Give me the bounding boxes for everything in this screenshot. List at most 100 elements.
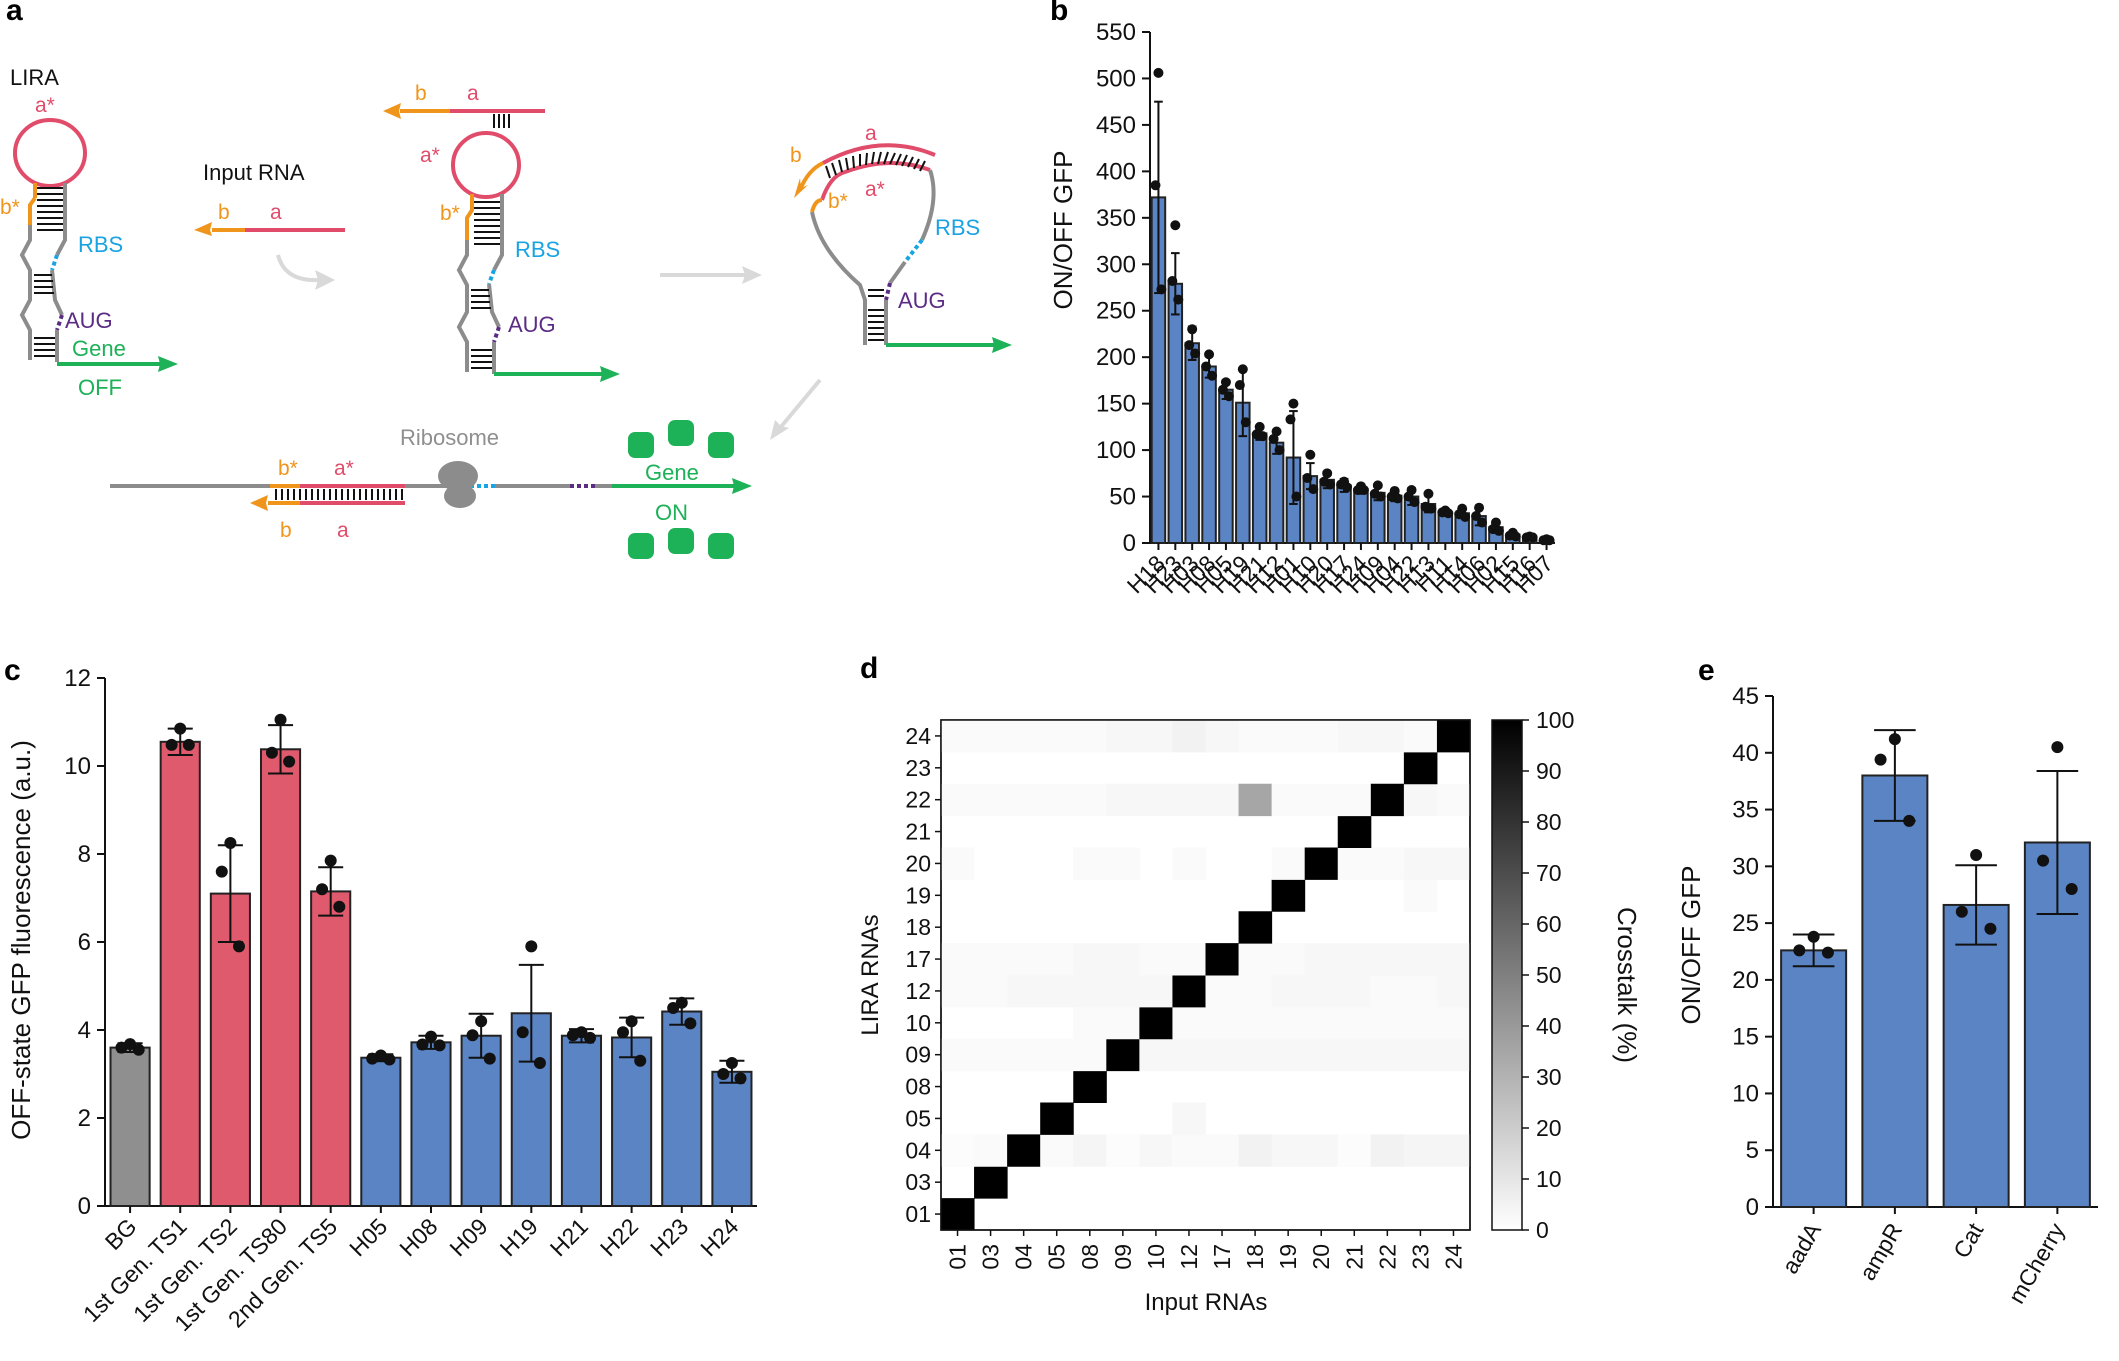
heatmap-cell-23-23: [1403, 751, 1438, 785]
heatmap-cell-12-20: [1304, 975, 1339, 1008]
panel-b-plot: 050100150200250300350400450500550H18H23H…: [1096, 19, 1558, 598]
heatmap-cell-24-04: [1007, 720, 1041, 753]
data-point-ampR: [1874, 753, 1887, 766]
y-tick-label: 30: [1732, 853, 1759, 880]
data-point-H05: [366, 1052, 379, 1065]
bottom-label-b-star: b*: [278, 457, 298, 480]
y-tick-label: 17: [905, 946, 931, 972]
bar-H22: [611, 1036, 653, 1207]
x-tick-label: H05: [344, 1213, 392, 1261]
heatmap-cell-22-12: [1172, 783, 1206, 817]
heatmap-cell-09-12: [1172, 1038, 1206, 1072]
data-point-1st Gen. TS80: [265, 746, 278, 759]
heatmap-cell-09-04: [1007, 1038, 1041, 1072]
heatmap-cell-17-18: [1238, 943, 1273, 976]
data-point-ampR: [1888, 733, 1901, 746]
bar-H08: [410, 1041, 452, 1207]
h3-label-a: a: [865, 122, 877, 145]
y-tick-label: 100: [1096, 437, 1136, 464]
data-point-H23: [1170, 220, 1181, 231]
panel-label-a: a: [6, 0, 23, 27]
heatmap-cell-22-10: [1139, 783, 1173, 817]
heatmap-cell-04-12: [1172, 1134, 1206, 1167]
panel-d-ylabel: LIRA RNAs: [857, 914, 884, 1035]
data-point-BG: [115, 1041, 128, 1054]
lira-hairpin-binding: b a a*: [383, 82, 762, 382]
x-tick-label: H08: [394, 1213, 442, 1261]
heatmap-cell-24-09: [1106, 720, 1140, 753]
data-point-H23: [675, 996, 688, 1009]
heatmap-cell-09-01: [941, 1038, 975, 1072]
heatmap-cell-12-17: [1205, 975, 1240, 1008]
panel-label-d: d: [860, 652, 878, 685]
lira-translation-on: b* a* b a Ribosome Gen: [110, 420, 752, 559]
data-point-mCherry: [2051, 741, 2064, 754]
data-point-2nd Gen. TS5: [324, 854, 337, 867]
data-point-H14: [1460, 511, 1471, 522]
heatmap-cell-17-20: [1304, 943, 1339, 976]
data-point-H09: [483, 1052, 496, 1065]
x-tick-label: H21: [545, 1213, 593, 1261]
input-label-a: a: [270, 201, 282, 224]
bar-aadA: [1780, 949, 1848, 1208]
colorbar: [1491, 719, 1523, 1231]
y-tick-label: 09: [905, 1042, 931, 1068]
data-point-H03: [1184, 340, 1195, 351]
heatmap-cell-09-03: [974, 1038, 1008, 1072]
data-point-H03: [1190, 348, 1201, 359]
x-tick-label: 04: [1011, 1244, 1037, 1270]
heatmap-cell-10-24: [1436, 1006, 1471, 1040]
data-point-H23: [1173, 294, 1184, 305]
y-tick-label: 150: [1096, 391, 1136, 418]
lira-hairpin-open: b a b* a*: [770, 122, 1012, 440]
rbs-dots: [50, 254, 59, 271]
heatmap-cell-10-12: [1172, 1006, 1206, 1040]
data-point-H10: [1302, 472, 1313, 483]
y-tick-label: 200: [1096, 344, 1136, 371]
data-point-H06: [1471, 511, 1482, 522]
input-label-b: b: [218, 201, 230, 224]
x-tick-label: BG: [100, 1213, 142, 1255]
h3-label-b-star: b*: [828, 190, 848, 213]
data-point-aadA: [1821, 946, 1834, 959]
heatmap-cell-24-19: [1271, 720, 1306, 753]
h2-label-b: b: [415, 82, 427, 105]
heatmap-cell-17-22: [1370, 943, 1405, 976]
data-point-H05: [1223, 391, 1234, 402]
heatmap-cell-17-05: [1040, 943, 1074, 976]
data-point-H05: [1217, 384, 1228, 395]
x-tick-label: 17: [1209, 1244, 1235, 1270]
heatmap-cell-12-21: [1337, 975, 1372, 1008]
bar-H09: [460, 1034, 502, 1207]
bottom-label-b: b: [280, 519, 292, 542]
heatmap-cell-12-18: [1238, 975, 1273, 1008]
data-point-H18: [1153, 67, 1164, 78]
heatmap-cell-04-19: [1271, 1134, 1306, 1167]
y-tick-label: 8: [78, 841, 91, 868]
colorbar-tick-label: 100: [1536, 707, 1574, 733]
heatmap-cell-09-17: [1205, 1038, 1240, 1072]
data-point-BG: [132, 1043, 145, 1056]
heatmap-cell-20-08: [1073, 847, 1107, 880]
panel-e-plot: 0 5 10 15 20 25 30 35 40 45 aadA ampR Cat mCherry: [1732, 683, 2098, 1308]
data-point-2nd Gen. TS5: [316, 883, 329, 896]
x-tick-label: H24: [695, 1213, 743, 1261]
h3-label-aug: AUG: [898, 288, 946, 313]
heatmap-cell-24-10: [1139, 720, 1173, 753]
data-point-H13: [1423, 488, 1434, 499]
heatmap-cell-24-17: [1205, 720, 1240, 753]
heatmap-cell-12-22: [1370, 975, 1405, 1008]
heatmap-cell-24-21: [1337, 720, 1372, 753]
heatmap-cell-24-20: [1304, 720, 1339, 753]
bottom-label-gene: Gene: [645, 460, 699, 485]
panel-d-heatmap: d LIRA RNAs Input RNAs Crosstalk (%) 010…: [857, 652, 1642, 1316]
y-tick-label: 350: [1096, 205, 1136, 232]
data-point-H17: [1342, 482, 1353, 493]
heatmap-cell-22-17: [1205, 783, 1240, 817]
heatmap-cell-17-17: [1205, 943, 1240, 976]
colorbar-tick-label: 40: [1536, 1013, 1562, 1039]
bar-H03: [1184, 342, 1200, 544]
data-point-H06: [1477, 517, 1488, 528]
data-point-1st Gen. TS2: [232, 940, 245, 953]
